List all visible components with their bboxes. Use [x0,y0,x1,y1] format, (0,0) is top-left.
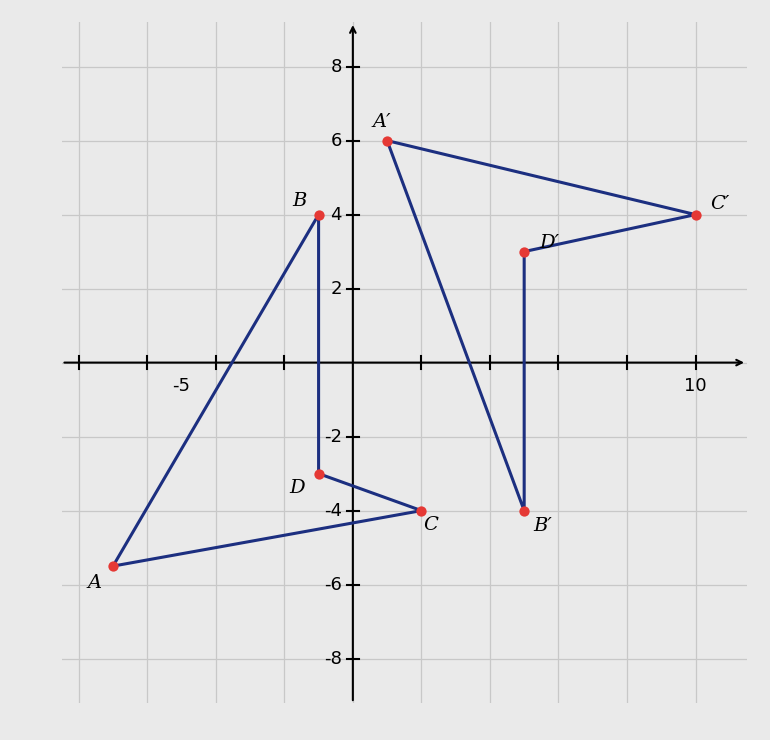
Text: -2: -2 [324,428,342,445]
Point [107,560,119,572]
Point [518,505,531,517]
Text: 8: 8 [330,58,342,75]
Point [313,468,325,480]
Text: D′: D′ [539,235,559,252]
Point [415,505,427,517]
Text: C′: C′ [711,195,730,213]
Text: -8: -8 [324,650,342,667]
Text: A: A [87,574,101,592]
Text: -4: -4 [324,502,342,519]
Text: -5: -5 [172,377,190,394]
Text: -6: -6 [324,576,342,593]
Text: 4: 4 [330,206,342,223]
Text: C: C [424,517,438,534]
Text: D: D [290,479,305,497]
Point [518,246,531,258]
Text: B′: B′ [534,517,552,535]
Text: 10: 10 [685,377,707,394]
Text: 2: 2 [330,280,342,297]
Point [689,209,701,221]
Point [381,135,393,147]
Text: A′: A′ [373,113,391,131]
Text: 6: 6 [330,132,342,149]
Text: B: B [293,192,307,209]
Point [313,209,325,221]
